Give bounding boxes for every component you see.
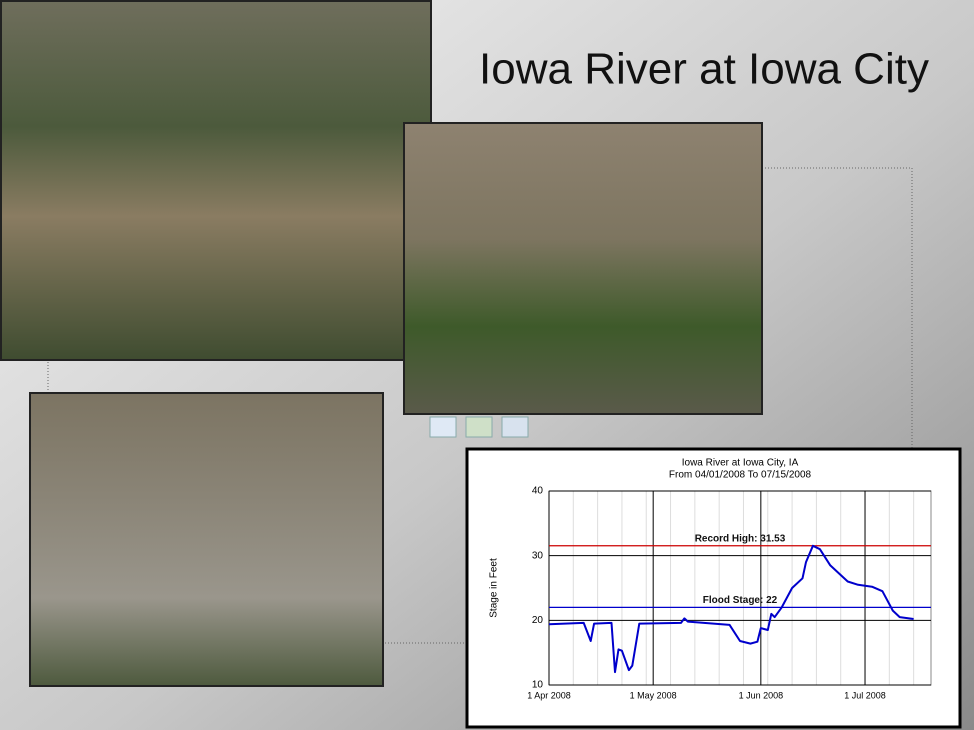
x-tick-label: 1 Apr 2008 — [527, 690, 571, 700]
y-tick-label: 30 — [532, 550, 544, 561]
annotation: Flood Stage: 22 — [703, 595, 778, 606]
x-tick-label: 1 May 2008 — [630, 690, 677, 700]
y-axis-label: Stage in Feet — [489, 558, 500, 618]
chart-title: Iowa River at Iowa City, IA — [682, 458, 799, 469]
icon[interactable] — [501, 416, 529, 438]
slide-title: Iowa River at Iowa City — [479, 45, 929, 94]
icon[interactable] — [465, 416, 493, 438]
chart-subtitle: From 04/01/2008 To 07/15/2008 — [669, 470, 812, 481]
stage-line — [548, 544, 914, 674]
flood-photo — [29, 392, 384, 687]
x-tick-label: 1 Jul 2008 — [844, 690, 886, 700]
plot: 10 20 30 40 1 Apr 2008 1 May 2008 1 Jun 2008 1 … — [527, 486, 932, 700]
x-tick-label: 1 Jun 2008 — [739, 690, 784, 700]
y-tick-label: 20 — [532, 615, 544, 626]
y-tick-label: 40 — [532, 486, 544, 497]
annotation: Record High: 31.53 — [695, 533, 786, 544]
icon[interactable] — [429, 416, 457, 438]
y-tick-label: 10 — [532, 680, 544, 691]
flood-photo — [0, 0, 432, 361]
flood-photo — [403, 122, 763, 415]
